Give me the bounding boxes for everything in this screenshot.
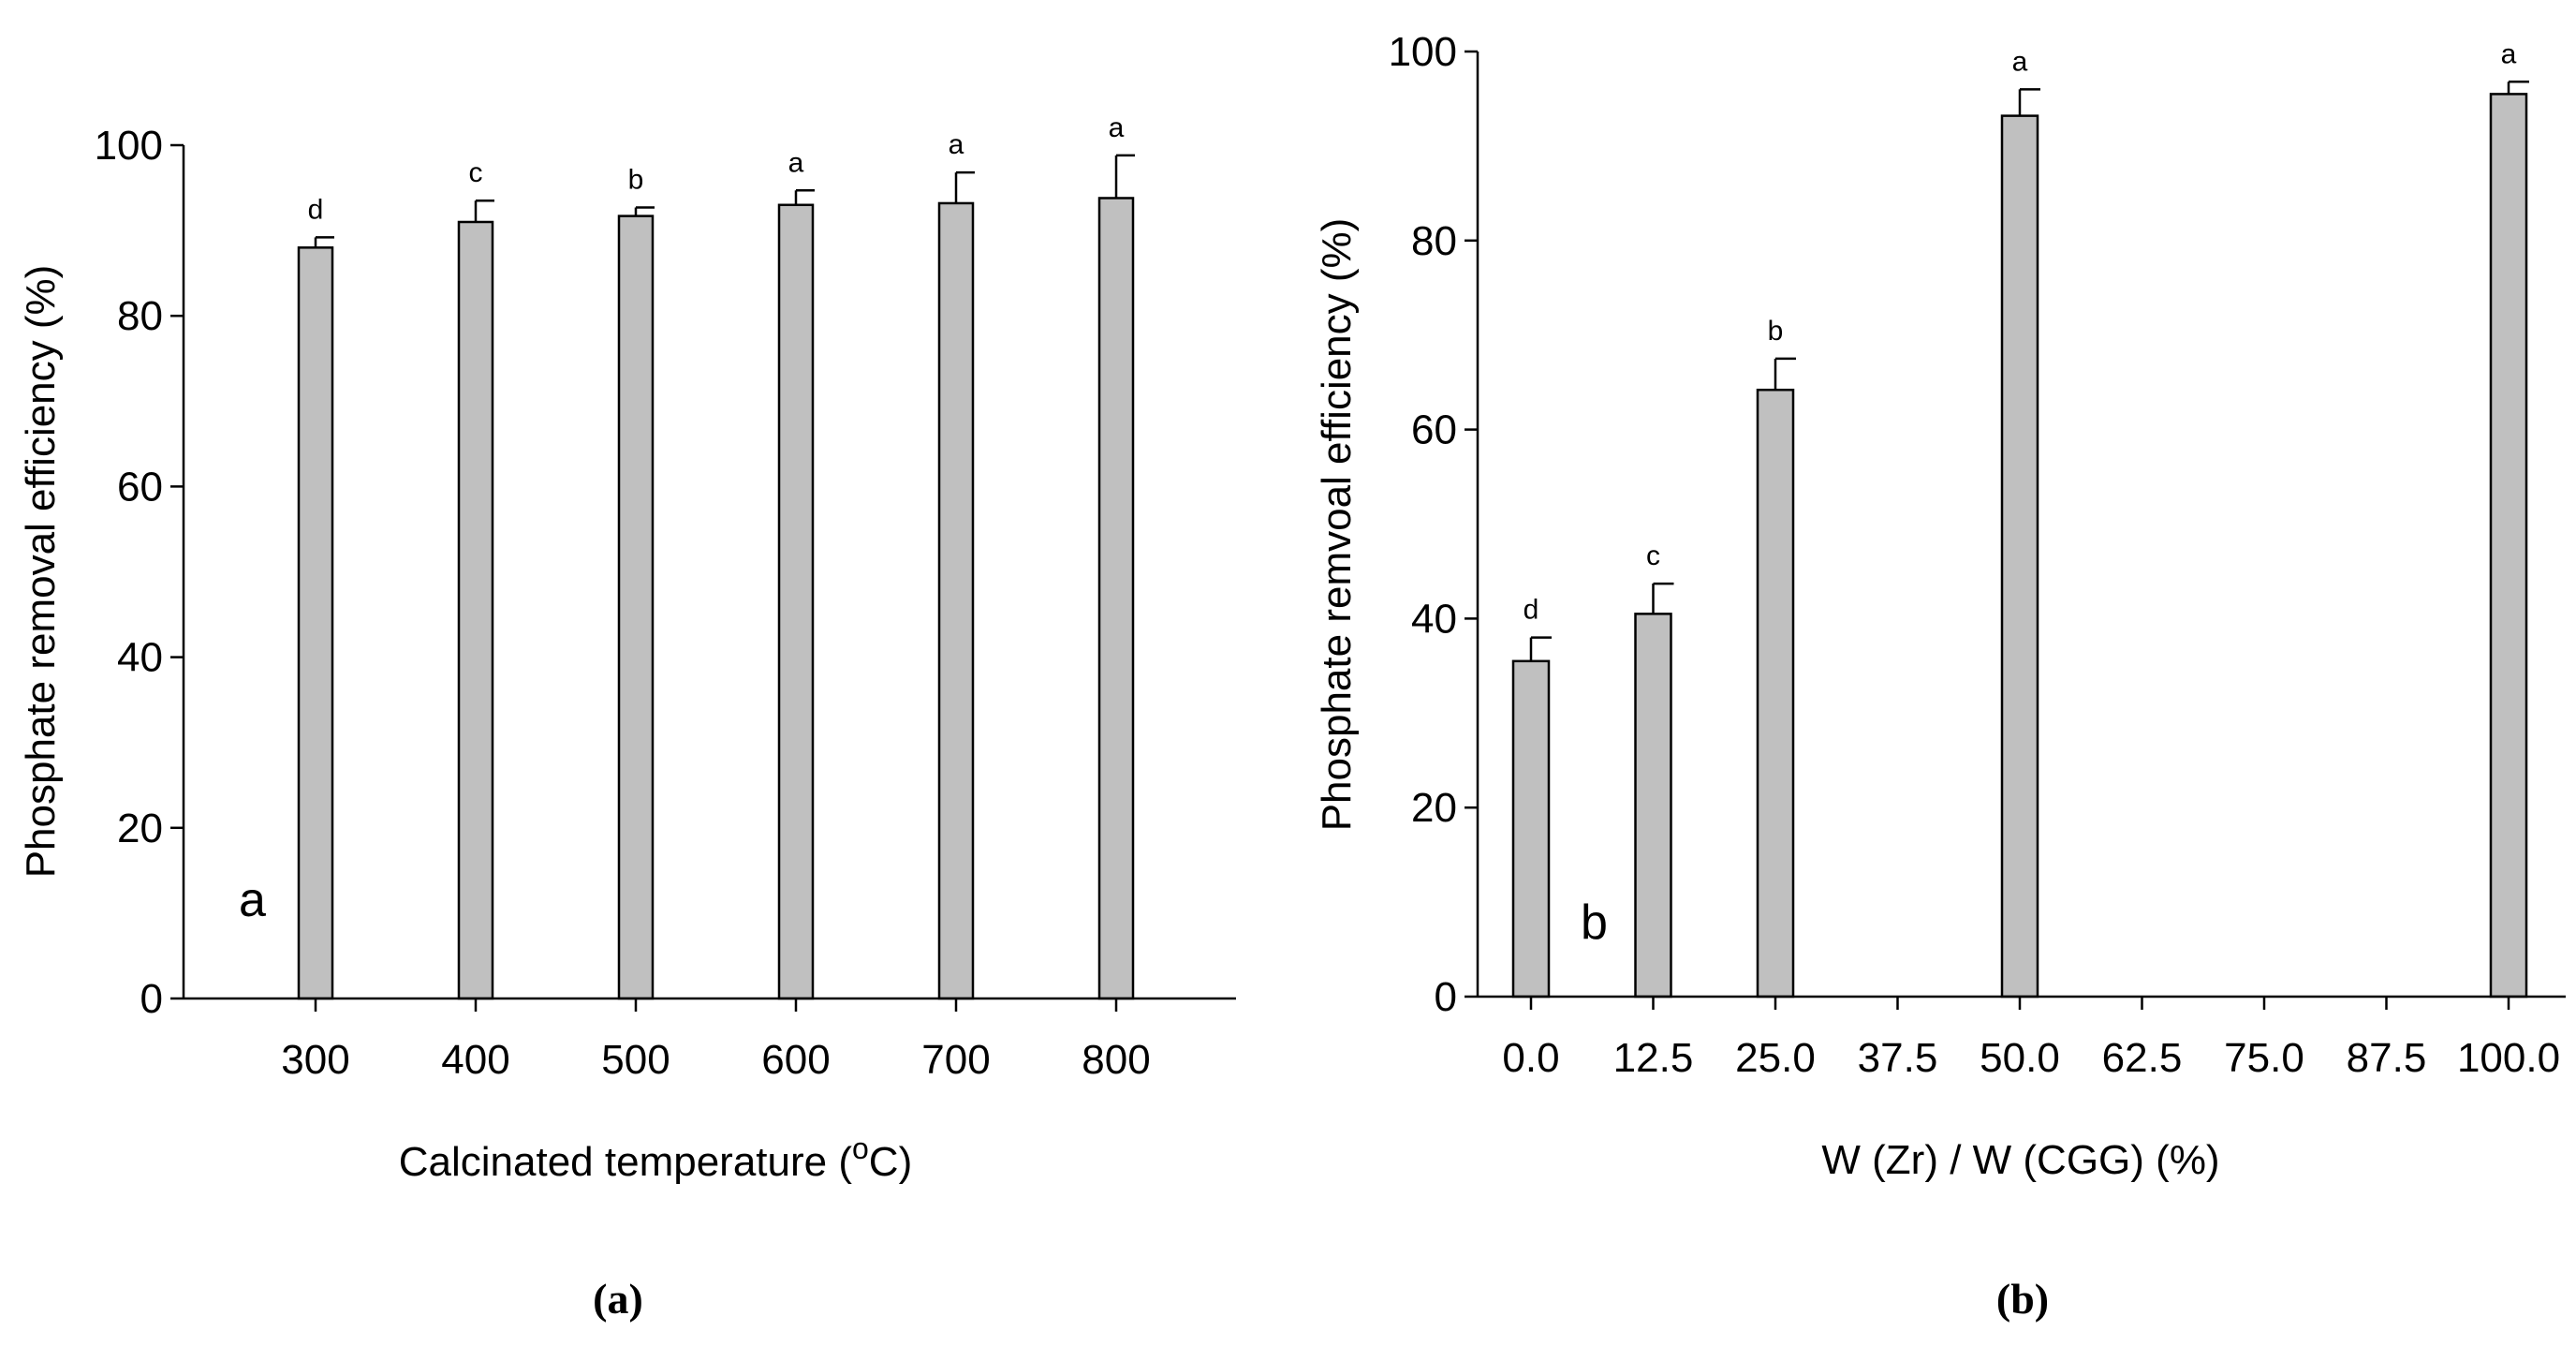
panel-a-y-tick-label: 60 [117, 464, 163, 510]
panel-a-bar [1097, 197, 1135, 1000]
panel-b-y-tick-label: 100 [1389, 29, 1457, 75]
panel-b-bar [1756, 388, 1795, 998]
panel-a-x-axis-title: Calcinated temperature (oC) [399, 1132, 912, 1185]
panel-b-x-tick-label: 37.5 [1858, 1035, 1938, 1081]
panel-b-caption: (b) [1996, 1275, 2049, 1323]
panel-b-y-tick-label: 40 [1411, 596, 1457, 642]
panel-b-x-tick-label: 12.5 [1613, 1035, 1694, 1081]
panel-b-x-tick-label: 100.0 [2457, 1035, 2560, 1081]
panel-b-bar [2000, 114, 2039, 998]
panel-b-bar [1511, 659, 1551, 998]
panel-a-x-tick-label: 500 [601, 1037, 670, 1083]
panel-a-x-tick-label: 700 [921, 1037, 990, 1083]
panel-a-x-tick-label: 800 [1082, 1037, 1150, 1083]
panel-b-bar [2489, 93, 2528, 998]
panel-a-y-tick-label: 40 [117, 635, 163, 681]
panel-a-significance-label: b [628, 165, 644, 196]
panel-b-y-tick-label: 80 [1411, 218, 1457, 264]
panel-a-significance-label: a [788, 147, 804, 178]
panel-a-bar [617, 214, 655, 1000]
panel-b-x-tick-label: 50.0 [1980, 1035, 2060, 1081]
chart-panel-a: d c b a a a 300 400 500 600 700 800 0 20 40 60 80 100 P… [18, 112, 1236, 1323]
panel-b-y-tick-label: 60 [1411, 407, 1457, 453]
panel-b-significance-label: d [1524, 595, 1539, 626]
panel-b-bar [1634, 613, 1672, 998]
panel-b-y-tick-label: 20 [1411, 785, 1457, 831]
panel-a-significance-label: a [949, 129, 964, 160]
panel-a-significance-label: a [1109, 112, 1125, 143]
panel-a-caption: (a) [593, 1275, 643, 1323]
panel-a-y-tick-label: 20 [117, 806, 163, 851]
panel-a-tag: a [239, 873, 266, 927]
panel-b-x-tick-label: 62.5 [2102, 1035, 2183, 1081]
panel-a-bar [777, 203, 815, 1000]
panel-a-significance-label: d [308, 194, 324, 225]
panel-a-x-tick-label: 400 [441, 1037, 509, 1083]
panel-b-x-tick-label: 87.5 [2347, 1035, 2427, 1081]
panel-b-significance-label: a [2012, 46, 2028, 77]
panel-b-tag: b [1581, 895, 1608, 950]
panel-a-x-tick-label: 600 [761, 1037, 830, 1083]
panel-a-y-tick-label: 80 [117, 293, 163, 339]
panel-a-y-axis-title: Phosphate removal efficiency (%) [18, 265, 64, 879]
panel-b-x-tick-label: 0.0 [1502, 1035, 1559, 1081]
panel-a-bar [297, 246, 334, 1000]
panel-b-x-tick-label: 75.0 [2224, 1035, 2304, 1081]
panel-b-y-axis-title: Phosphate remvoal efficiency (%) [1314, 218, 1360, 832]
panel-a-x-tick-label: 300 [281, 1037, 349, 1083]
panel-a-bar [457, 220, 494, 1000]
panel-a-bar [937, 201, 975, 1000]
panel-a-y-tick-label: 100 [95, 123, 163, 169]
panel-b-significance-label: c [1646, 540, 1660, 571]
panel-b-significance-label: b [1768, 316, 1784, 347]
chart-panel-b: d c b a a 0.0 12.5 25.0 37.5 50.0 62.5 75.0 87.5 100… [1314, 29, 2566, 1323]
panel-a-y-tick-label: 0 [140, 976, 163, 1022]
panel-a-significance-label: c [469, 157, 483, 188]
panel-b-x-axis-title: W (Zr) / W (CGG) (%) [1821, 1137, 2219, 1183]
panel-b-y-tick-label: 0 [1435, 974, 1457, 1020]
panel-b-x-tick-label: 25.0 [1735, 1035, 1816, 1081]
panel-b-significance-label: a [2501, 38, 2517, 69]
